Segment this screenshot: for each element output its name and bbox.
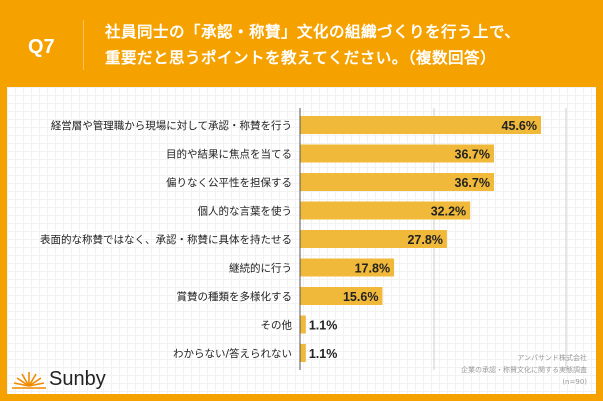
divider [83, 20, 84, 70]
sample-size: (n=90) [562, 378, 587, 386]
data-label: 36.7% [455, 148, 490, 162]
category-label: その他 [261, 319, 293, 332]
data-label: 36.7% [455, 176, 490, 190]
bar [300, 230, 447, 248]
source-company: アンパサンド株式会社 [517, 354, 587, 362]
bar [300, 201, 471, 220]
source-note: アンパサンド株式会社企業の承認・称賛文化に関する実態調査 (n=90) [461, 352, 587, 388]
question-number: Q7 [28, 36, 55, 58]
category-label: 経営層や管理職から現場に対して承認・称賛を行う [51, 119, 292, 132]
category-label: 偏りなく公平性を担保する [166, 176, 292, 189]
sun-icon [12, 371, 46, 389]
brand-name: Sunby [49, 368, 106, 390]
category-label: 継続的に行う [229, 262, 292, 275]
bar [300, 344, 306, 362]
category-label: 賞賛の種類を多様化する [177, 290, 293, 303]
data-label: 27.8% [407, 233, 442, 247]
data-label: 32.2% [431, 205, 466, 219]
bar [300, 144, 494, 163]
sunby-logo: Sunby [12, 368, 106, 391]
data-label: 45.6% [502, 119, 537, 133]
data-label: 17.8% [355, 262, 390, 276]
data-label: 15.6% [343, 290, 378, 304]
bar [300, 116, 541, 134]
question-title: 社員同士の「承認・称賛」文化の組織づくりを行う上で、 重要だと思うポイントを教えて… [105, 19, 520, 71]
bar [300, 173, 494, 191]
bar [300, 258, 395, 277]
title-line-2: 重要だと思うポイントを教えてください。（複数回答） [105, 49, 497, 67]
category-label: 表面的な称賛ではなく、承認・称賛に具体を持たせる [40, 233, 292, 246]
data-label: 1.1% [309, 319, 338, 333]
source-survey: 企業の承認・称賛文化に関する実態調査 [461, 366, 587, 374]
title-line-1: 社員同士の「承認・称賛」文化の組織づくりを行う上で、 [105, 23, 521, 41]
data-label: 1.1% [309, 347, 338, 361]
category-label: 目的や結果に焦点を当てる [166, 148, 292, 161]
category-label: 個人的な言葉を使う [198, 205, 293, 218]
category-label: わからない/答えられない [173, 347, 292, 360]
bar [300, 287, 383, 305]
bar [300, 315, 306, 334]
